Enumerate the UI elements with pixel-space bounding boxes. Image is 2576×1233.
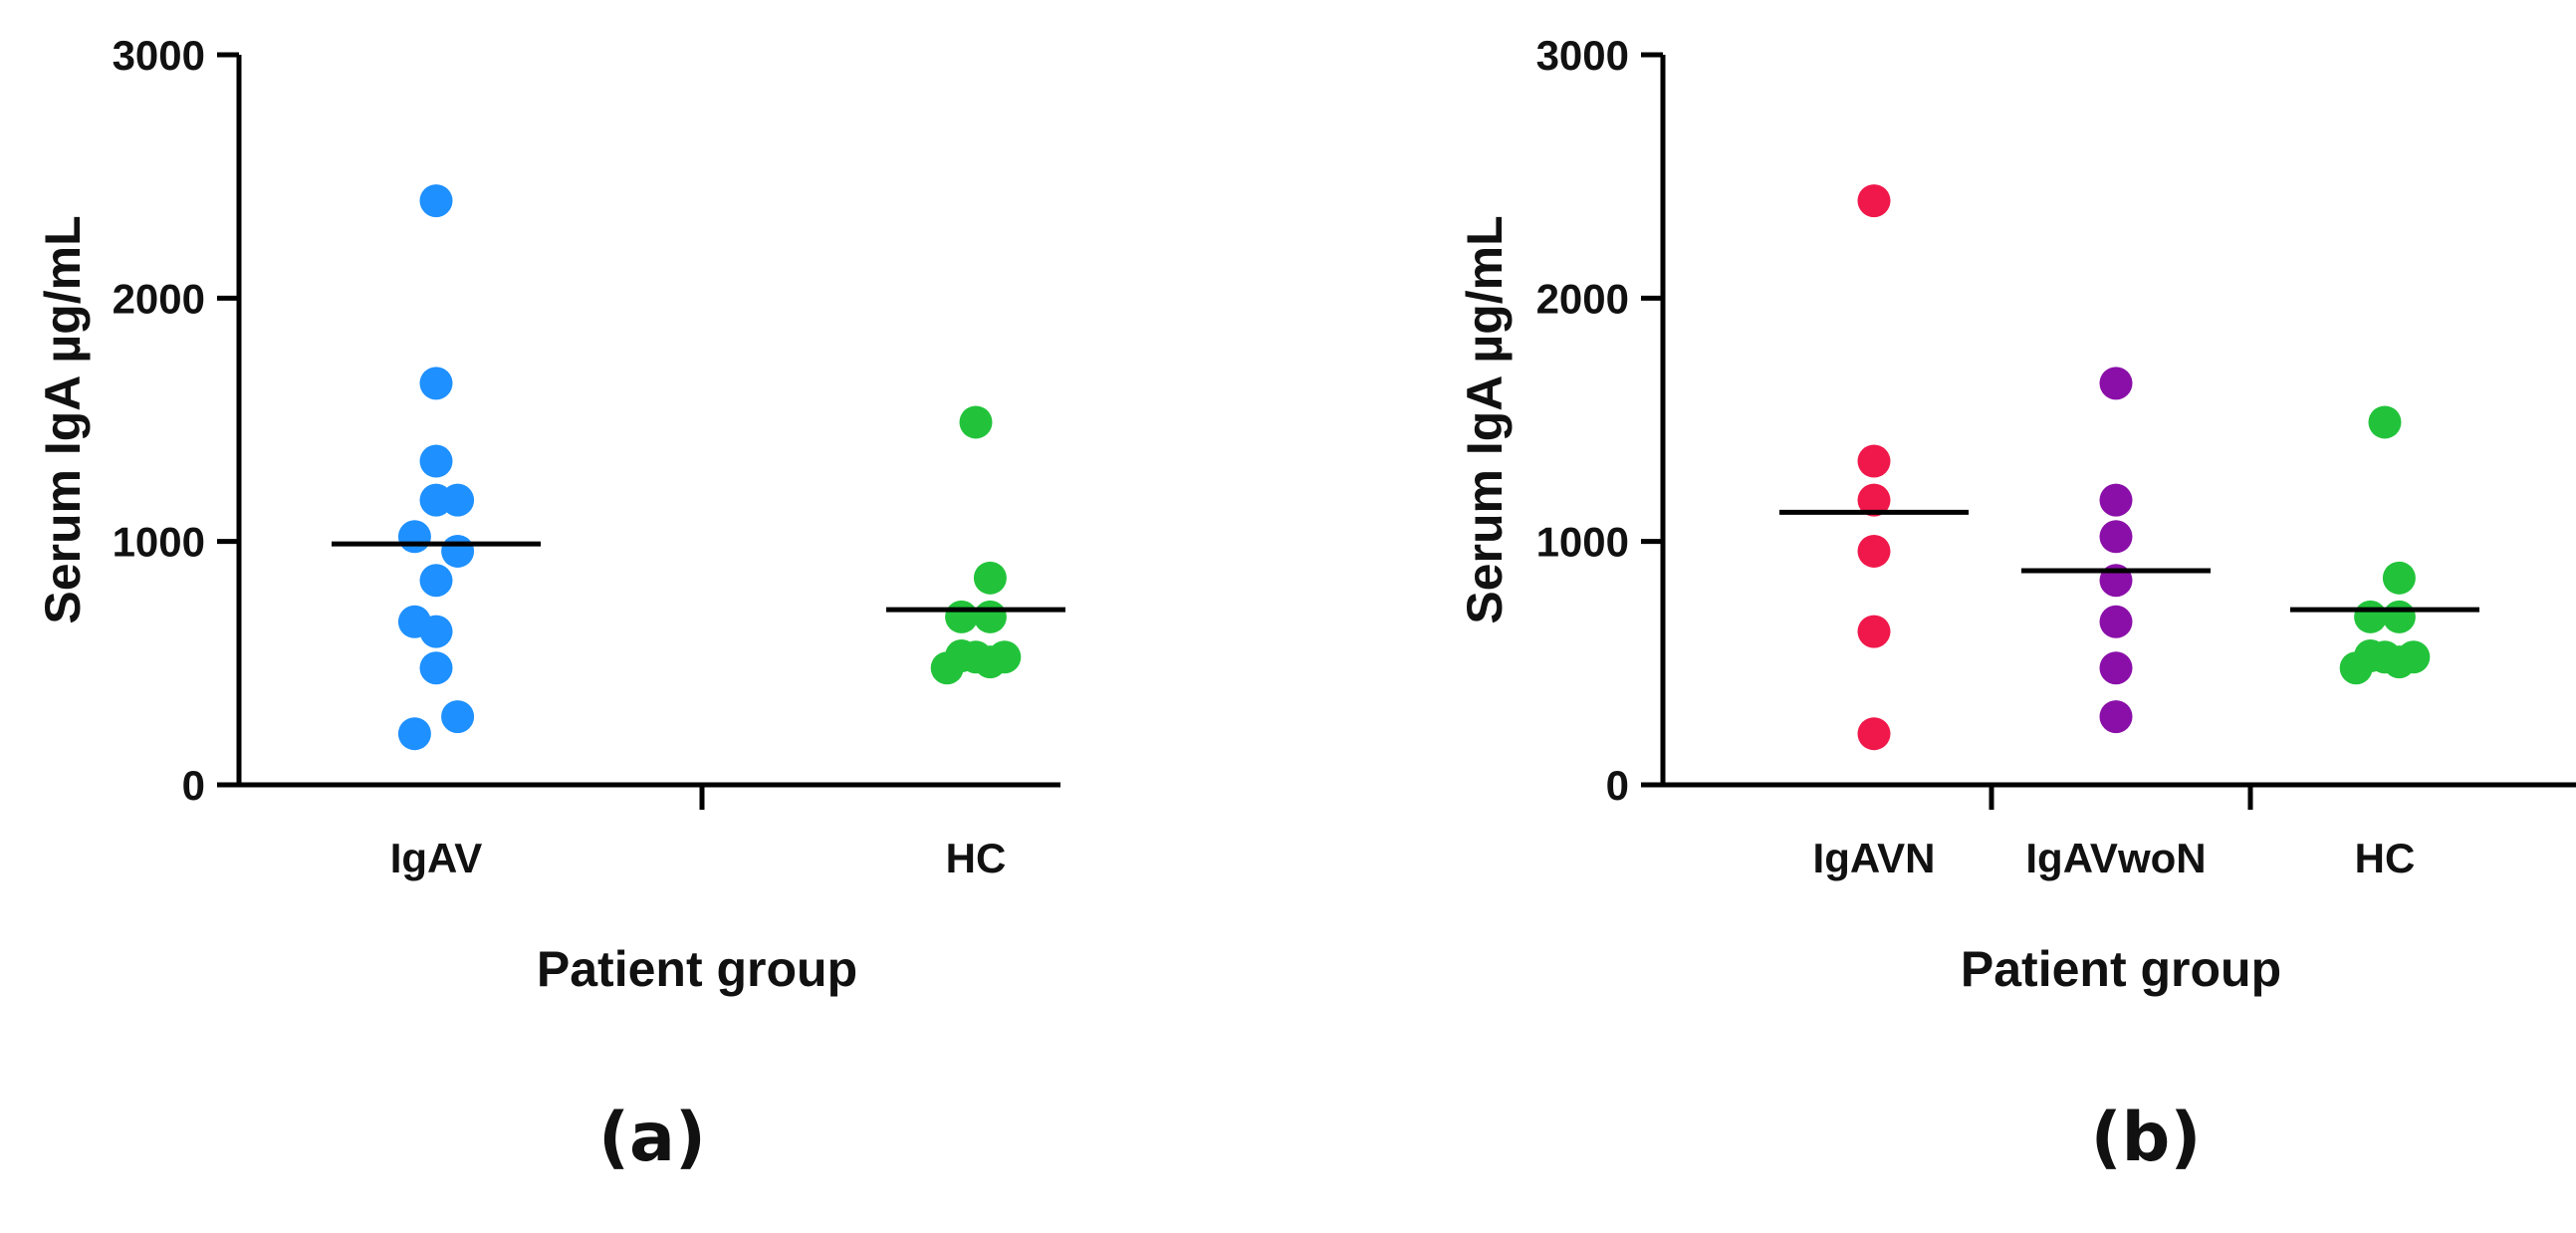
data-point-hc — [973, 600, 1007, 633]
data-point-igavwon — [2099, 483, 2133, 517]
data-point-igav — [441, 483, 475, 517]
y-tick-label: 2000 — [1536, 275, 1629, 322]
data-point-igav — [419, 564, 453, 598]
data-point-igav — [397, 717, 431, 751]
data-point-igavwon — [2099, 651, 2133, 685]
data-point-hc — [930, 651, 964, 685]
y-tick-label: 3000 — [1536, 32, 1629, 79]
data-point-igav — [419, 651, 453, 685]
data-point-hc — [2339, 651, 2373, 685]
data-point-hc — [945, 600, 979, 633]
data-point-igav — [441, 700, 475, 734]
y-tick-label: 1000 — [113, 519, 205, 566]
data-point-igav — [419, 184, 453, 218]
data-point-igavn — [1857, 717, 1891, 751]
data-point-hc — [2382, 561, 2416, 595]
data-point-igavn — [1857, 615, 1891, 648]
x-category-label: IgAVwoN — [2025, 835, 2206, 881]
y-axis-title: Serum IgA µg/mL — [35, 215, 91, 623]
data-point-igavwon — [2099, 700, 2133, 734]
y-tick-label: 0 — [1606, 762, 1629, 809]
data-point-hc — [2382, 600, 2416, 633]
data-point-igav — [419, 444, 453, 478]
data-point-hc — [2368, 405, 2402, 439]
data-point-igav — [419, 615, 453, 648]
data-point-hc — [973, 645, 1007, 679]
y-tick-label: 0 — [182, 762, 205, 809]
y-tick-label: 3000 — [113, 32, 205, 79]
chart-panel-a: 0 1000 2000 3000 IgAV HC Patient group Serum Ig… — [35, 32, 1065, 1177]
x-axis-title: Patient group — [537, 941, 857, 997]
data-point-igav — [397, 520, 431, 554]
data-point-hc — [959, 405, 993, 439]
x-category-label: IgAV — [390, 835, 483, 881]
x-category-label: HC — [2355, 835, 2416, 881]
x-axis-title: Patient group — [1961, 941, 2281, 997]
panel-label: (b) — [2091, 1099, 2202, 1177]
panel-label: (a) — [598, 1099, 706, 1177]
data-point-hc — [973, 561, 1007, 595]
x-category-label: HC — [946, 835, 1007, 881]
data-point-igavwon — [2099, 605, 2133, 638]
data-point-igavn — [1857, 184, 1891, 218]
y-tick-label: 2000 — [113, 275, 205, 322]
data-point-igav — [419, 367, 453, 400]
data-point-igavwon — [2099, 367, 2133, 400]
data-point-igavn — [1857, 534, 1891, 568]
data-point-igav — [441, 534, 475, 568]
y-axis-title: Serum IgA µg/mL — [1457, 215, 1513, 623]
data-point-igavn — [1857, 483, 1891, 517]
x-category-label: IgAVN — [1813, 835, 1936, 881]
chart-panel-b: 0 1000 2000 3000 IgAVN IgAVwoN HC Patient group… — [1457, 32, 2576, 1177]
data-point-igavn — [1857, 444, 1891, 478]
data-point-hc — [2382, 645, 2416, 679]
data-point-igavwon — [2099, 520, 2133, 554]
data-point-hc — [2354, 600, 2388, 633]
y-tick-label: 1000 — [1536, 519, 1629, 566]
